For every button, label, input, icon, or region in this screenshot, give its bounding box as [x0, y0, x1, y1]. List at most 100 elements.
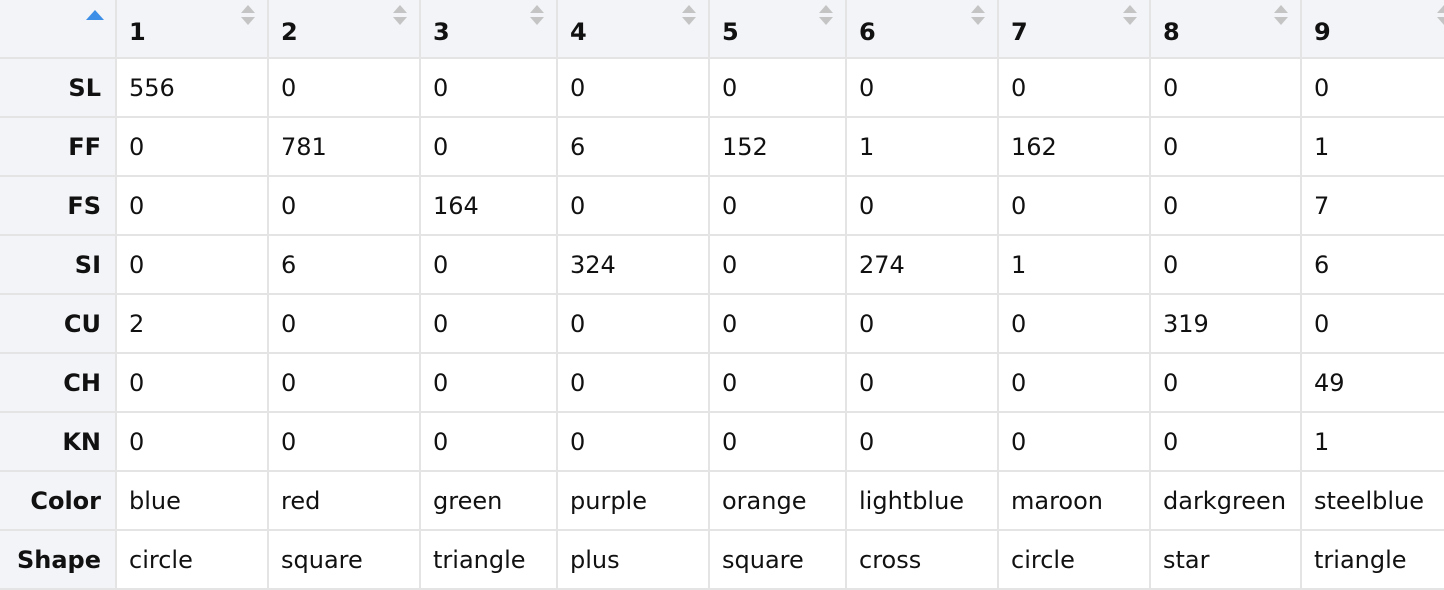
table-cell: cross: [845, 529, 999, 590]
table-row: FF 0 781 0 6 152 1 162 0 1: [0, 116, 1444, 177]
column-header-label: 3: [433, 17, 450, 46]
table-cell: 0: [556, 293, 710, 354]
table-cell: 0: [115, 234, 269, 295]
column-header-label: 8: [1163, 17, 1180, 46]
column-header-7[interactable]: 7: [997, 0, 1151, 59]
column-header-3[interactable]: 3: [419, 0, 558, 59]
table-cell: 274: [845, 234, 999, 295]
column-header-label: 6: [859, 17, 876, 46]
table-cell: 0: [708, 293, 847, 354]
table-cell: 0: [708, 57, 847, 118]
table-cell: 0: [115, 352, 269, 413]
table-cell: 1: [1300, 411, 1444, 472]
table-cell: 0: [708, 175, 847, 236]
table-cell: 0: [1149, 234, 1302, 295]
table-row: SL 556 0 0 0 0 0 0 0 0: [0, 57, 1444, 118]
sort-both-icon: [1123, 5, 1137, 27]
table-cell: 0: [419, 116, 558, 177]
table-cell: 0: [845, 411, 999, 472]
table-cell: 0: [845, 57, 999, 118]
table-row: KN 0 0 0 0 0 0 0 0 1: [0, 411, 1444, 472]
table-cell: triangle: [419, 529, 558, 590]
table-cell: 6: [1300, 234, 1444, 295]
table-row: CH 0 0 0 0 0 0 0 0 49: [0, 352, 1444, 413]
sort-both-icon: [682, 5, 696, 27]
header-row: 1 2 3 4 5 6 7: [0, 0, 1444, 59]
table-row: Color blue red green purple orange light…: [0, 470, 1444, 531]
table-cell: 49: [1300, 352, 1444, 413]
table-cell: 1: [997, 234, 1151, 295]
table-cell: 0: [997, 352, 1151, 413]
table-cell: 0: [267, 293, 421, 354]
table-cell: 162: [997, 116, 1151, 177]
table-cell: 0: [556, 352, 710, 413]
table-cell: blue: [115, 470, 269, 531]
table-cell: square: [708, 529, 847, 590]
table-cell: red: [267, 470, 421, 531]
table-cell: 0: [419, 293, 558, 354]
table-cell: 0: [708, 234, 847, 295]
column-header-9[interactable]: 9: [1300, 0, 1444, 59]
sort-both-icon: [971, 5, 985, 27]
table-cell: 0: [1149, 57, 1302, 118]
table-cell: 0: [267, 57, 421, 118]
sort-ascending-icon: [86, 10, 104, 20]
table-cell: 0: [997, 411, 1151, 472]
table-cell: 0: [1300, 57, 1444, 118]
table-cell: 0: [556, 57, 710, 118]
table-cell: 7: [1300, 175, 1444, 236]
table-cell: 0: [708, 352, 847, 413]
table-cell: 164: [419, 175, 558, 236]
table-cell: 0: [115, 411, 269, 472]
table-cell: steelblue: [1300, 470, 1444, 531]
table-cell: 6: [556, 116, 710, 177]
table-cell: 0: [556, 411, 710, 472]
column-header-8[interactable]: 8: [1149, 0, 1302, 59]
table-cell: 0: [1149, 116, 1302, 177]
sort-both-icon: [1437, 5, 1444, 27]
table-cell: 152: [708, 116, 847, 177]
table-cell: 0: [419, 57, 558, 118]
row-header: CU: [0, 293, 117, 354]
column-header-label: 5: [722, 17, 739, 46]
table-cell: 0: [267, 352, 421, 413]
table-cell: 0: [1149, 411, 1302, 472]
table-cell: 0: [115, 116, 269, 177]
column-header-6[interactable]: 6: [845, 0, 999, 59]
table-cell: 0: [556, 175, 710, 236]
table-cell: 0: [419, 411, 558, 472]
row-names-column-header[interactable]: [0, 0, 117, 59]
table-cell: 781: [267, 116, 421, 177]
sort-both-icon: [530, 5, 544, 27]
row-header: CH: [0, 352, 117, 413]
table-cell: circle: [997, 529, 1151, 590]
column-header-2[interactable]: 2: [267, 0, 421, 59]
table-cell: 0: [1300, 293, 1444, 354]
table-row: Shape circle square triangle plus square…: [0, 529, 1444, 590]
sort-both-icon: [1274, 5, 1288, 27]
column-header-label: 7: [1011, 17, 1028, 46]
column-header-1[interactable]: 1: [115, 0, 269, 59]
row-header: SI: [0, 234, 117, 295]
column-header-5[interactable]: 5: [708, 0, 847, 59]
row-header: Shape: [0, 529, 117, 590]
table-row: FS 0 0 164 0 0 0 0 0 7: [0, 175, 1444, 236]
table-cell: 0: [1149, 352, 1302, 413]
table-cell: lightblue: [845, 470, 999, 531]
table-cell: 556: [115, 57, 269, 118]
table-cell: triangle: [1300, 529, 1444, 590]
table-cell: 0: [997, 175, 1151, 236]
table-cell: 0: [845, 175, 999, 236]
table-row: SI 0 6 0 324 0 274 1 0 6: [0, 234, 1444, 295]
column-header-4[interactable]: 4: [556, 0, 710, 59]
table-cell: circle: [115, 529, 269, 590]
table-cell: square: [267, 529, 421, 590]
row-header: KN: [0, 411, 117, 472]
table-cell: 0: [115, 175, 269, 236]
row-header: FS: [0, 175, 117, 236]
table-cell: 0: [845, 352, 999, 413]
table-cell: 2: [115, 293, 269, 354]
table-cell: orange: [708, 470, 847, 531]
table-cell: 324: [556, 234, 710, 295]
